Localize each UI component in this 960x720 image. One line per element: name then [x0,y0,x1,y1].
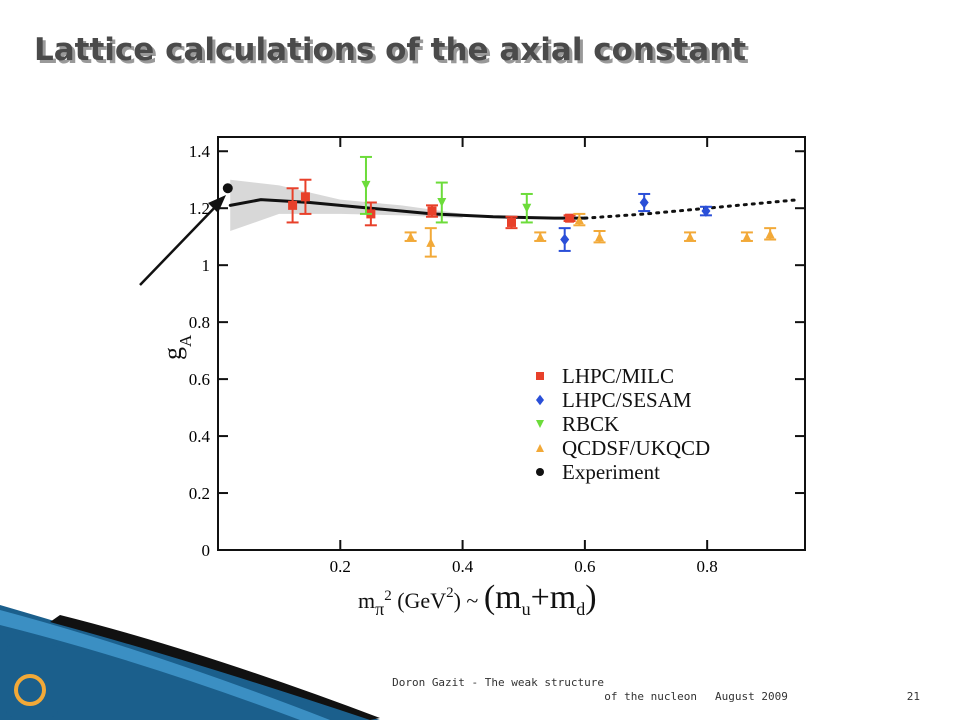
marker [701,205,711,217]
x-axis-label-part: ) [454,588,461,613]
marker [565,213,575,223]
marker [361,180,371,190]
x-axis-label-part: d [576,599,585,619]
footer-author: Doron Gazit - The weak structure [392,676,604,689]
legend-label: LHPC/MILC [562,364,674,388]
marker [574,215,584,225]
y-axis-label: gA [158,334,195,360]
y-tick-label: 1.4 [189,142,211,161]
marker [406,232,416,242]
marker [437,198,447,208]
marker [595,232,605,242]
marker [639,196,649,209]
legend-marker [536,444,544,452]
footer-date: August 2009 [715,690,788,703]
y-tick-label: 0.4 [189,427,211,446]
marker [426,237,436,247]
x-axis-label: mπ2 (GeV2) ~ (mu+md) [358,579,597,619]
x-tick-label: 0.2 [330,557,351,576]
marker [507,217,516,227]
logo [6,645,58,717]
footer-author: of the nucleon [604,690,697,703]
decoration [50,615,380,720]
x-axis-label-part: +m [531,579,577,616]
x-axis-label-part: (m [484,579,522,616]
x-tick-label: 0.8 [697,557,718,576]
x-tick-label: 0.6 [574,557,595,576]
x-axis-label-part: 2 [446,585,454,601]
marker [222,183,233,194]
marker [300,192,310,202]
fit-line [583,198,801,220]
arrow [139,201,221,286]
legend-label: LHPC/SESAM [562,388,692,412]
legend-label: QCDSF/UKQCD [562,436,710,460]
x-tick-label: 0.4 [452,557,474,576]
y-axis-label-sub: A [176,334,195,347]
legend-label: RBCK [562,412,619,436]
legend-marker [536,394,544,406]
plot-frame [217,136,806,551]
legend-marker [536,372,544,380]
marker [560,233,570,246]
marker [765,229,775,239]
page-number: 21 [907,690,920,703]
marker [427,206,437,216]
x-axis-label-part: (GeV [392,588,446,613]
marker [742,232,752,242]
x-axis-label-part: u [522,599,531,619]
fit-line [228,198,587,220]
y-tick-label: 0 [202,541,211,560]
y-tick-label: 0.2 [189,484,210,503]
marker [535,232,545,242]
x-axis-label-part: π [375,599,384,619]
legend-label: Experiment [562,460,660,484]
slide-title: Lattice calculations of the axial consta… [34,32,746,68]
marker [522,203,532,213]
legend-marker [536,468,544,476]
x-axis-label-part: ) [585,579,596,616]
y-tick-label: 1 [202,256,211,275]
logo [14,674,46,706]
legend-marker [536,420,544,428]
y-tick-label: 0.6 [189,370,210,389]
x-axis-label-part: ~ [461,588,484,613]
marker [288,200,298,210]
title-shadow: Lattice calculations of the axial consta… [37,35,749,71]
decoration [0,610,330,720]
x-axis-label-part: 2 [384,588,392,604]
y-tick-label: 0.8 [189,313,210,332]
y-tick-label: 1.2 [189,199,210,218]
marker [685,232,695,242]
y-axis-label-main: g [158,347,187,360]
x-axis-label-part: m [358,588,375,613]
